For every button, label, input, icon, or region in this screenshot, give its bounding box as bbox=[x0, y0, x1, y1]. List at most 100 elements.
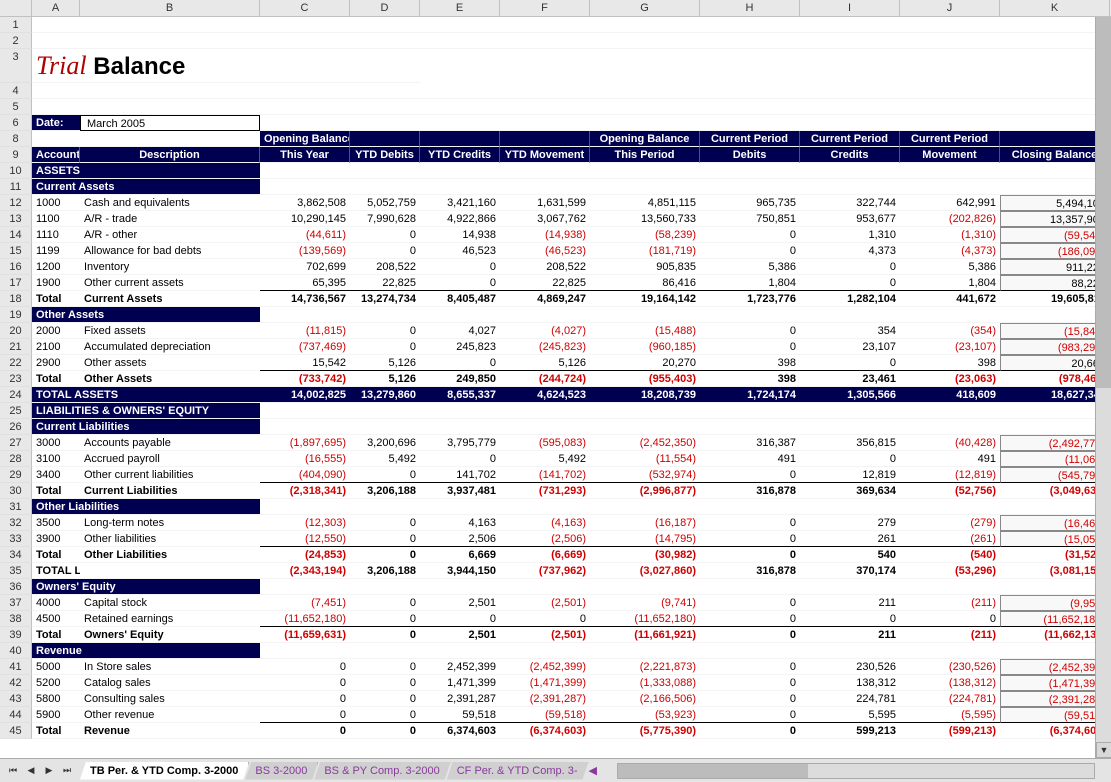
value-cell[interactable]: 0 bbox=[350, 707, 420, 723]
value-cell[interactable]: (12,550) bbox=[260, 531, 350, 547]
value-cell[interactable]: (14,938) bbox=[500, 227, 590, 243]
value-cell[interactable]: (16,555) bbox=[260, 451, 350, 467]
acct-cell[interactable]: TOTAL LIABILITIES bbox=[32, 563, 80, 579]
value-cell[interactable]: (404,090) bbox=[260, 467, 350, 483]
value-cell[interactable]: 4,163 bbox=[420, 515, 500, 531]
sheet-tab[interactable]: TB Per. & YTD Comp. 3-2000 bbox=[80, 762, 249, 780]
desc-cell[interactable]: Other liabilities bbox=[80, 531, 260, 547]
value-cell[interactable]: 65,395 bbox=[260, 275, 350, 291]
value-cell[interactable]: (540) bbox=[900, 547, 1000, 563]
row-header-17[interactable]: 17 bbox=[0, 275, 32, 291]
value-cell[interactable]: (31,522) bbox=[1000, 547, 1110, 563]
value-cell[interactable]: 59,518 bbox=[420, 707, 500, 723]
value-cell[interactable]: 0 bbox=[260, 723, 350, 739]
blank-cell[interactable] bbox=[800, 115, 900, 131]
value-cell[interactable]: 0 bbox=[350, 531, 420, 547]
blank-cell[interactable] bbox=[700, 99, 800, 115]
blank-cell[interactable] bbox=[700, 163, 800, 179]
value-cell[interactable]: 0 bbox=[700, 323, 800, 339]
blank-cell[interactable] bbox=[500, 179, 590, 195]
value-cell[interactable]: (1,471,399) bbox=[500, 675, 590, 691]
row-header-20[interactable]: 20 bbox=[0, 323, 32, 339]
blank-cell[interactable] bbox=[350, 115, 420, 131]
blank-cell[interactable] bbox=[900, 419, 1000, 435]
value-cell[interactable]: (40,428) bbox=[900, 435, 1000, 451]
blank-cell[interactable] bbox=[590, 579, 700, 595]
value-cell[interactable]: (7,451) bbox=[260, 595, 350, 611]
blank-cell[interactable] bbox=[260, 419, 350, 435]
value-cell[interactable]: (211) bbox=[900, 595, 1000, 611]
value-cell[interactable]: 22,825 bbox=[500, 275, 590, 291]
value-cell[interactable]: 6,669 bbox=[420, 547, 500, 563]
acct-cell[interactable]: 1199 bbox=[32, 243, 80, 259]
desc-cell[interactable]: A/R - trade bbox=[80, 211, 260, 227]
value-cell[interactable]: 13,560,733 bbox=[590, 211, 700, 227]
value-cell[interactable]: (202,826) bbox=[900, 211, 1000, 227]
value-cell[interactable]: (52,756) bbox=[900, 483, 1000, 499]
acct-cell[interactable]: Total bbox=[32, 483, 80, 499]
blank-cell[interactable] bbox=[500, 163, 590, 179]
value-cell[interactable]: 2,501 bbox=[420, 627, 500, 643]
value-cell[interactable]: 441,672 bbox=[900, 291, 1000, 307]
value-cell[interactable]: 88,220 bbox=[1000, 275, 1110, 291]
row-header-29[interactable]: 29 bbox=[0, 467, 32, 483]
acct-cell[interactable]: 4500 bbox=[32, 611, 80, 627]
blank-cell[interactable] bbox=[1000, 403, 1110, 419]
value-cell[interactable]: 5,494,107 bbox=[1000, 195, 1110, 211]
value-cell[interactable]: 0 bbox=[800, 451, 900, 467]
value-cell[interactable]: 0 bbox=[350, 675, 420, 691]
row-header-21[interactable]: 21 bbox=[0, 339, 32, 355]
value-cell[interactable]: 0 bbox=[350, 723, 420, 739]
desc-cell[interactable]: Current Liabilities bbox=[80, 483, 260, 499]
value-cell[interactable]: 540 bbox=[800, 547, 900, 563]
value-cell[interactable]: (5,775,390) bbox=[590, 723, 700, 739]
blank-cell[interactable] bbox=[900, 499, 1000, 515]
blank-cell[interactable] bbox=[420, 579, 500, 595]
blank-cell[interactable] bbox=[800, 579, 900, 595]
value-cell[interactable]: (978,466) bbox=[1000, 371, 1110, 387]
col-header-J[interactable]: J bbox=[900, 0, 1000, 16]
value-cell[interactable]: 230,526 bbox=[800, 659, 900, 675]
blank-cell[interactable] bbox=[700, 17, 800, 33]
value-cell[interactable]: 316,878 bbox=[700, 483, 800, 499]
value-cell[interactable]: 354 bbox=[800, 323, 900, 339]
blank-cell[interactable] bbox=[700, 643, 800, 659]
blank-cell[interactable] bbox=[350, 33, 420, 49]
value-cell[interactable]: 702,699 bbox=[260, 259, 350, 275]
value-cell[interactable]: 0 bbox=[350, 691, 420, 707]
blank-cell[interactable] bbox=[260, 33, 350, 49]
acct-cell[interactable]: 4000 bbox=[32, 595, 80, 611]
blank-cell[interactable] bbox=[420, 115, 500, 131]
value-cell[interactable]: (23,063) bbox=[900, 371, 1000, 387]
row-header-32[interactable]: 32 bbox=[0, 515, 32, 531]
blank-cell[interactable] bbox=[1000, 499, 1110, 515]
blank-cell[interactable] bbox=[900, 17, 1000, 33]
tab-last-icon[interactable]: ⏭ bbox=[59, 763, 75, 779]
value-cell[interactable]: 3,206,188 bbox=[350, 563, 420, 579]
value-cell[interactable]: (58,239) bbox=[590, 227, 700, 243]
blank-cell[interactable] bbox=[420, 307, 500, 323]
blank-cell[interactable] bbox=[350, 499, 420, 515]
value-cell[interactable]: (6,374,603) bbox=[500, 723, 590, 739]
acct-cell[interactable]: 5800 bbox=[32, 691, 80, 707]
value-cell[interactable]: 0 bbox=[700, 531, 800, 547]
value-cell[interactable]: (2,492,778) bbox=[1000, 435, 1110, 451]
value-cell[interactable]: 86,416 bbox=[590, 275, 700, 291]
value-cell[interactable]: 0 bbox=[350, 659, 420, 675]
value-cell[interactable]: 13,274,734 bbox=[350, 291, 420, 307]
value-cell[interactable]: 4,373 bbox=[800, 243, 900, 259]
blank-cell[interactable] bbox=[32, 99, 80, 115]
blank-cell[interactable] bbox=[80, 99, 260, 115]
value-cell[interactable]: 23,461 bbox=[800, 371, 900, 387]
value-cell[interactable]: (731,293) bbox=[500, 483, 590, 499]
row-header-11[interactable]: 11 bbox=[0, 179, 32, 195]
value-cell[interactable]: 5,052,759 bbox=[350, 195, 420, 211]
value-cell[interactable]: 370,174 bbox=[800, 563, 900, 579]
row-header-18[interactable]: 18 bbox=[0, 291, 32, 307]
desc-cell[interactable]: Other revenue bbox=[80, 707, 260, 723]
value-cell[interactable]: 1,471,399 bbox=[420, 675, 500, 691]
blank-cell[interactable] bbox=[260, 115, 350, 131]
value-cell[interactable]: 0 bbox=[420, 259, 500, 275]
value-cell[interactable]: (983,292) bbox=[1000, 339, 1110, 355]
sheet-tab[interactable]: BS 3-2000 bbox=[245, 762, 318, 780]
